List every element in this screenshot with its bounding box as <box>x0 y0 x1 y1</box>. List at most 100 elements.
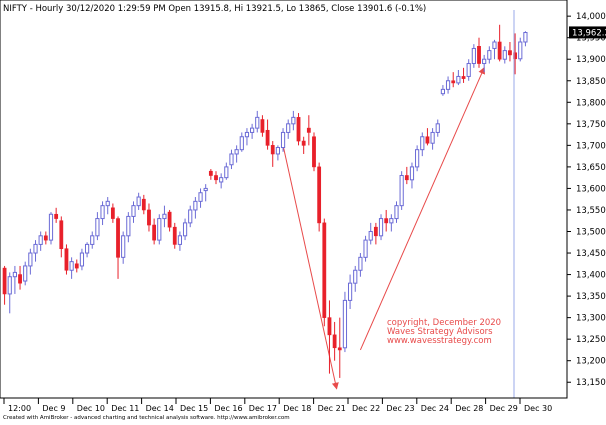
x-tick-label: Dec 22 <box>352 404 380 413</box>
y-tick-label: 13,300 <box>576 314 606 324</box>
y-tick-label: 13,550 <box>576 206 606 216</box>
candle-down <box>317 166 322 224</box>
candle-up <box>394 205 399 220</box>
candle-up <box>420 136 425 151</box>
candle-up <box>415 149 420 168</box>
y-tick-label: 13,700 <box>576 141 606 151</box>
y-tick-label: 13,600 <box>576 184 606 194</box>
candle-down <box>332 334 337 349</box>
candle-up <box>353 269 358 284</box>
x-tick-label: Dec 16 <box>214 404 242 413</box>
candle-down <box>265 129 270 146</box>
candle-up <box>255 116 260 129</box>
candle-down <box>147 209 151 226</box>
candle-up <box>126 215 131 237</box>
date-axis: 12:00 Dec 9 Dec 10 Dec 11 Dec 14 Dec 15 Dec 16… <box>3 398 552 413</box>
candle-up <box>435 123 440 133</box>
candle-down <box>260 119 265 133</box>
candle-up <box>244 131 250 138</box>
x-tick-label: Dec 18 <box>283 404 311 413</box>
candle-up <box>234 149 239 155</box>
y-tick-label: 13,400 <box>576 271 606 281</box>
x-tick-label: Dec 29 <box>490 404 518 413</box>
candle-up <box>95 218 100 237</box>
candle-down <box>296 117 301 142</box>
candle-down <box>327 317 332 336</box>
candle-down <box>43 235 48 241</box>
candle-up <box>482 58 487 65</box>
candle-up <box>7 276 12 295</box>
candle-up <box>100 205 105 220</box>
candle-up <box>188 209 193 224</box>
price-axis: 14,000 13,950 13,900 13,850 13,800 13,750 13,7… <box>567 12 606 388</box>
candle-down <box>306 127 311 133</box>
candle-up <box>286 123 291 133</box>
candle-up <box>23 265 28 282</box>
candle-up <box>487 50 492 60</box>
candle-down <box>508 50 512 56</box>
candle-up <box>363 239 368 258</box>
candle-down <box>116 218 120 258</box>
watermark-line3: www.wavesstrategy.com <box>387 336 492 346</box>
candle-down <box>301 140 306 146</box>
candle-down <box>404 175 409 181</box>
candle-up <box>48 213 54 241</box>
candle-up <box>291 116 296 125</box>
last-price-label: 13,962.2 <box>572 28 606 38</box>
candle-up <box>409 166 415 181</box>
candle-up <box>518 41 523 60</box>
candle-up <box>275 147 280 155</box>
y-tick-label: 13,650 <box>576 163 606 173</box>
candle-up <box>177 235 183 245</box>
x-tick-label: Dec 15 <box>180 404 208 413</box>
candle-up <box>389 218 394 224</box>
candle-down <box>59 220 64 250</box>
y-tick-label: 13,950 <box>576 34 606 44</box>
candle-down <box>172 226 177 245</box>
candle-up <box>466 63 471 77</box>
y-tick-label: 13,750 <box>576 120 606 130</box>
candle-up <box>182 222 188 237</box>
candle-up <box>203 187 208 192</box>
y-tick-label: 13,450 <box>576 249 606 259</box>
candle-down <box>141 198 146 211</box>
footer-credit: Created with AmiBroker - advanced charti… <box>3 415 290 421</box>
y-tick-label: 13,500 <box>576 227 606 237</box>
y-tick-label: 13,350 <box>576 292 606 302</box>
candle-up <box>131 205 136 217</box>
down-arrow <box>282 145 339 390</box>
watermark-line1: copyright, December 2020 <box>387 318 501 328</box>
candle-up <box>342 299 348 349</box>
candle-down <box>322 222 327 318</box>
candle-up <box>38 235 43 245</box>
candle-up <box>430 131 435 144</box>
up-arrow <box>359 66 485 351</box>
candle-up <box>445 80 451 90</box>
y-tick-label: 13,150 <box>576 378 606 388</box>
candle-down <box>337 347 342 351</box>
candles <box>2 24 528 378</box>
x-tick-label: Dec 10 <box>77 404 105 413</box>
candle-up <box>157 218 162 241</box>
candle-up <box>193 200 198 211</box>
candle-down <box>167 211 172 228</box>
x-tick-label: Dec 30 <box>524 404 552 413</box>
trend-arrows <box>282 66 485 390</box>
candle-down <box>373 226 378 237</box>
y-tick-label: 14,000 <box>576 12 606 22</box>
candle-up <box>250 127 255 133</box>
candle-up <box>28 252 33 267</box>
candle-up <box>198 192 203 202</box>
candle-down <box>425 136 430 144</box>
candle-down <box>270 145 275 155</box>
candle-down <box>477 46 481 64</box>
x-tick-label: Dec 11 <box>111 404 139 413</box>
plot-frame <box>0 0 568 399</box>
y-tick-label: 13,250 <box>576 335 606 345</box>
candle-down <box>384 218 389 224</box>
y-tick-label: 13,850 <box>576 77 606 87</box>
y-tick-label: 13,200 <box>576 357 606 367</box>
candle-up <box>471 47 476 65</box>
candle-up <box>79 252 85 267</box>
